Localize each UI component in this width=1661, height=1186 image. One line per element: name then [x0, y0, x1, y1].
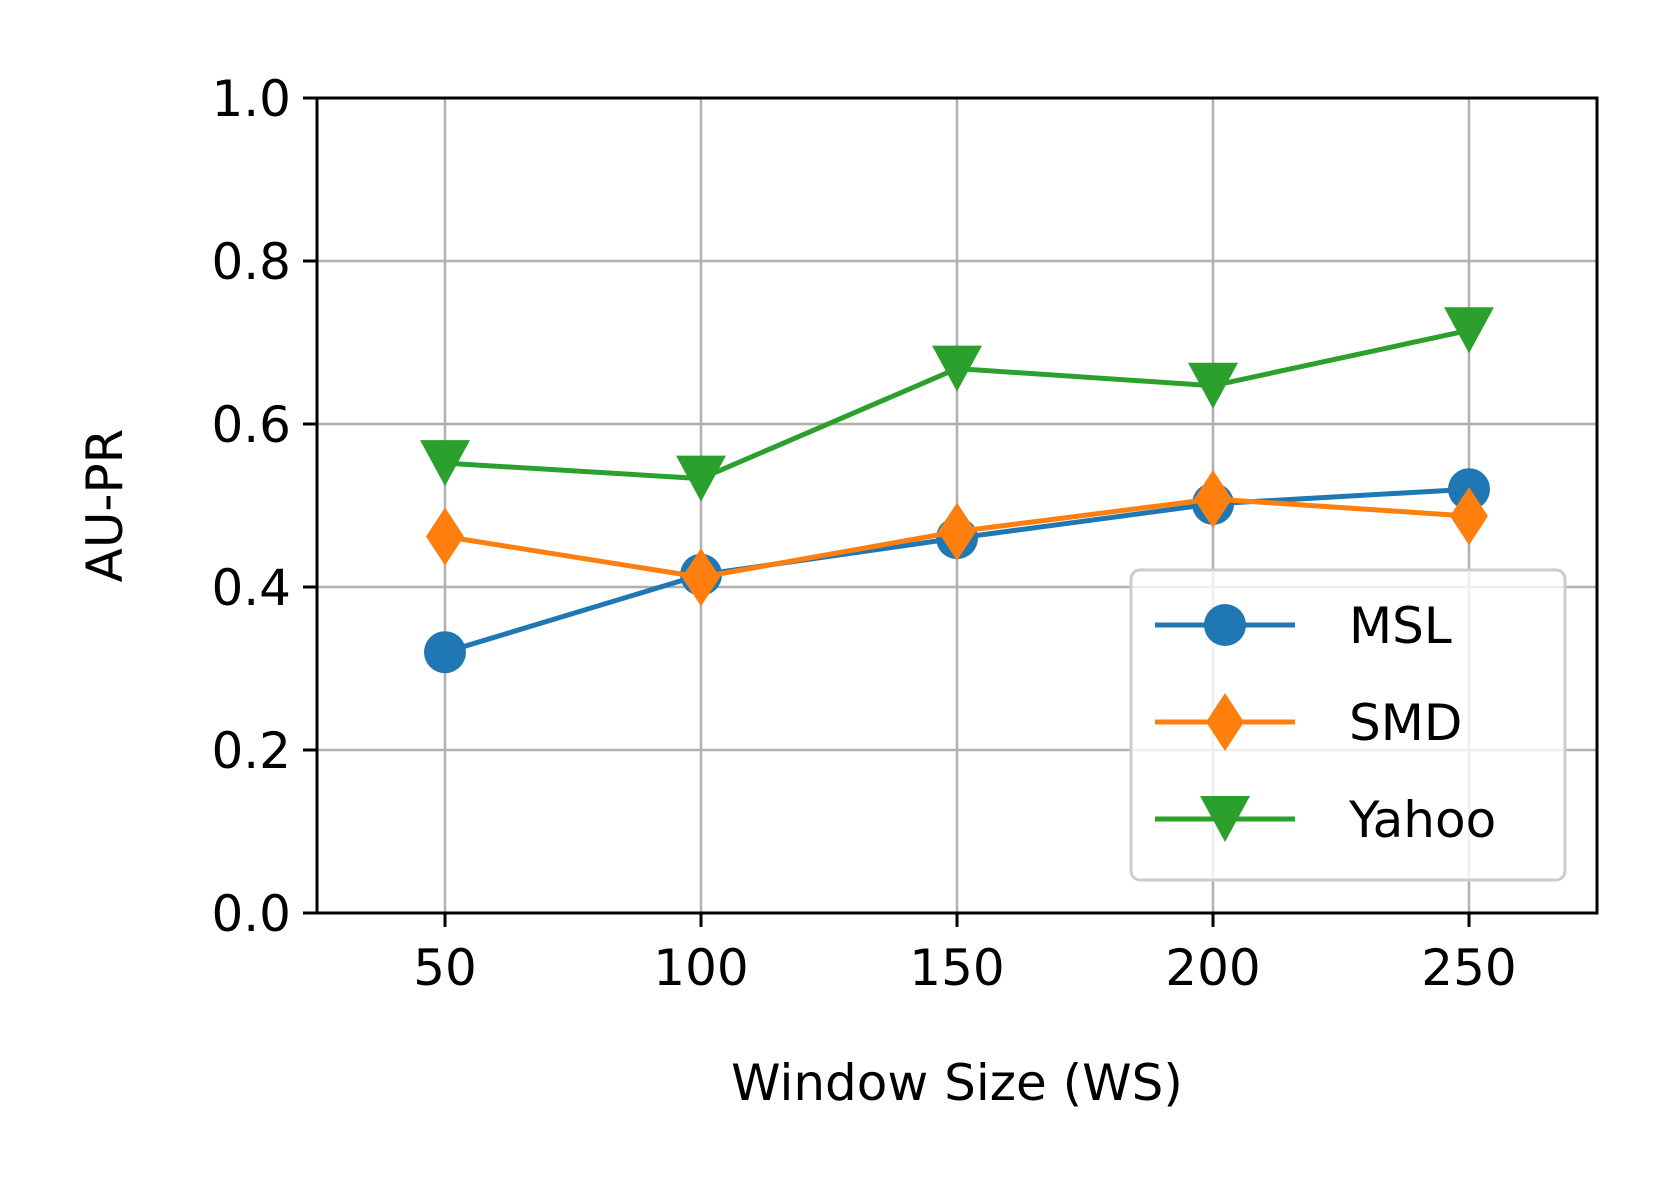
- y-tick-label: 0.8: [211, 233, 291, 291]
- data-point-smd: [1194, 469, 1232, 528]
- x-tick-label: 200: [1165, 939, 1260, 997]
- x-axis-title: Window Size (WS): [731, 1054, 1183, 1112]
- data-point-smd: [1450, 487, 1488, 546]
- data-point-smd: [426, 507, 464, 566]
- x-tick-label: 250: [1421, 939, 1516, 997]
- y-axis-title: AU-PR: [76, 429, 134, 583]
- y-tick-label: 0.0: [211, 885, 291, 943]
- series-smd: [426, 469, 1488, 607]
- legend-marker-yahoo: [1200, 796, 1250, 842]
- data-point-smd: [938, 502, 976, 561]
- axis-ticks: 50 100 150 200 250 0.0 0.2 0.4 0.6 0.8 1.0: [211, 70, 1516, 997]
- legend-item-smd: SMD: [1155, 693, 1462, 752]
- y-tick-label: 0.2: [211, 722, 291, 780]
- data-point-yahoo: [420, 440, 470, 487]
- legend-label-yahoo: Yahoo: [1348, 791, 1496, 849]
- series-yahoo: [420, 307, 1494, 502]
- legend-marker-smd: [1206, 693, 1244, 751]
- y-tick-label: 1.0: [211, 70, 291, 128]
- series-layer: [420, 307, 1494, 674]
- legend-label-smd: SMD: [1349, 694, 1462, 752]
- x-tick-label: 100: [653, 939, 748, 997]
- legend: MSL SMD Yahoo: [1129, 568, 1567, 882]
- legend-box: [1129, 568, 1567, 882]
- data-point-yahoo: [1444, 307, 1494, 354]
- data-point-yahoo: [1188, 362, 1238, 409]
- legend-marker-msl: [1204, 604, 1246, 646]
- legend-label-msl: MSL: [1349, 597, 1452, 655]
- legend-item-yahoo: Yahoo: [1155, 791, 1496, 849]
- data-point-smd: [682, 548, 720, 607]
- x-tick-label: 50: [413, 939, 477, 997]
- legend-item-msl: MSL: [1155, 597, 1452, 655]
- y-tick-label: 0.4: [211, 559, 291, 617]
- y-tick-label: 0.6: [211, 396, 291, 454]
- data-point-yahoo: [932, 345, 982, 392]
- data-point-yahoo: [676, 455, 726, 502]
- data-point-msl: [424, 631, 466, 674]
- x-tick-label: 150: [909, 939, 1004, 997]
